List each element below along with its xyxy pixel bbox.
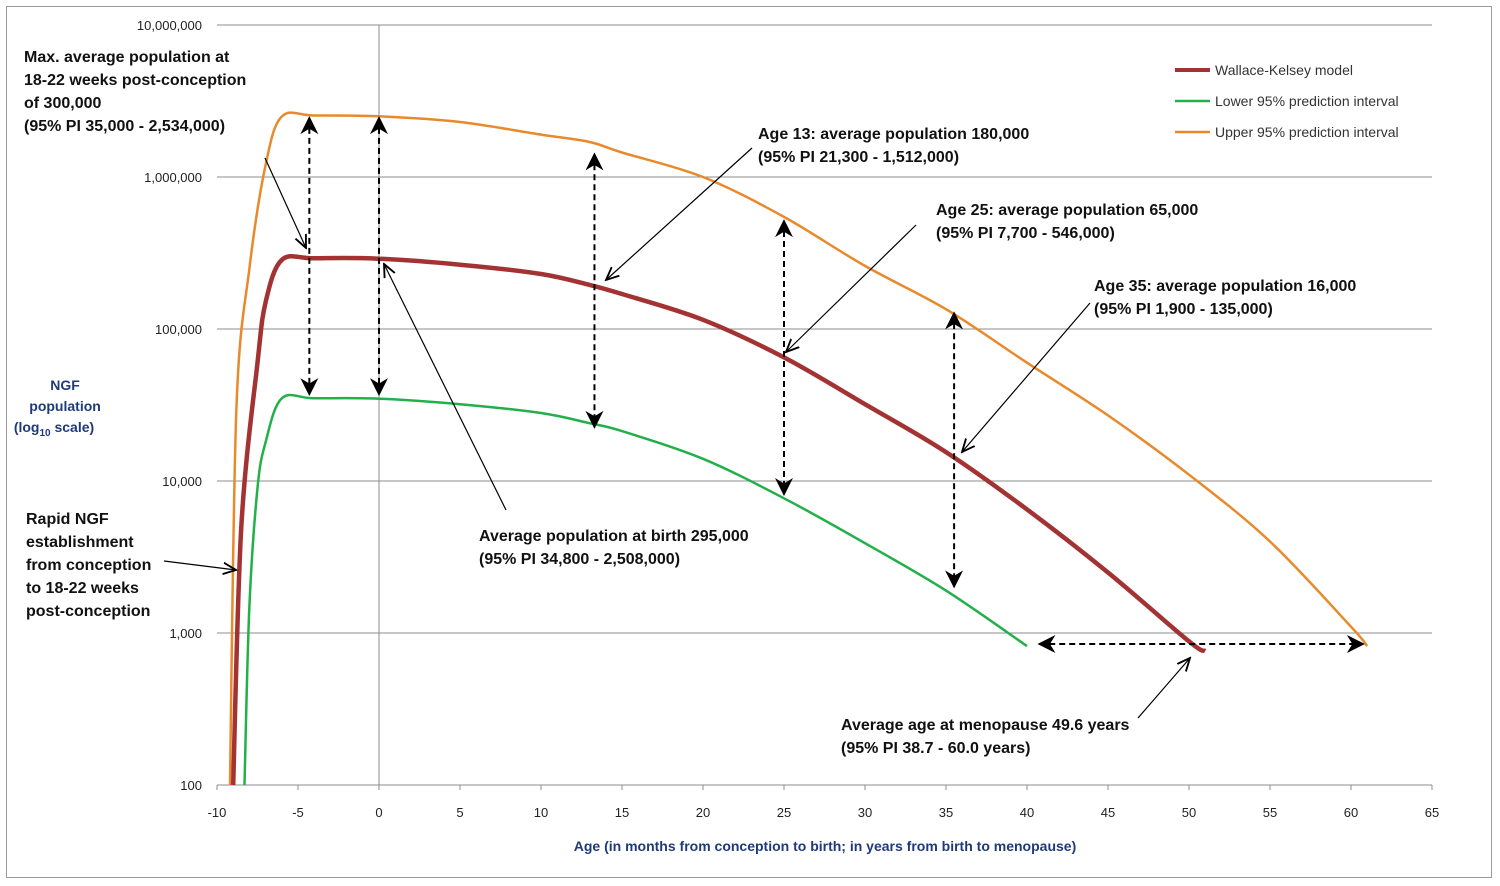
series-line-2 — [228, 111, 1369, 786]
annotation-age13-line2: (95% PI 21,300 - 1,512,000) — [758, 149, 959, 166]
x-tick-label-15: 65 — [1425, 805, 1439, 820]
leader-lines — [163, 147, 1190, 719]
legend-label-upper: Upper 95% prediction interval — [1215, 124, 1399, 140]
y-tick-labels: 100 1,000 10,000 100,000 1,000,000 10,000,000 — [137, 18, 202, 793]
annotation-birth-line2: (95% PI 34,800 - 2,508,000) — [479, 551, 680, 568]
x-axis-label: Age (in months from conception to birth;… — [574, 838, 1076, 854]
y-axis-label-line2: population — [29, 398, 101, 414]
annotation-max-line2: 18-22 weeks post-conception — [24, 72, 246, 89]
annotation-birth: Average population at birth 295,000 (95%… — [479, 528, 753, 568]
annotation-menopause-line1: Average age at menopause 49.6 years — [841, 717, 1130, 734]
x-tick-label-9: 35 — [939, 805, 953, 820]
x-tick-label-5: 15 — [615, 805, 629, 820]
leader-line-menopause — [1137, 658, 1190, 719]
x-tick-label-6: 20 — [696, 805, 710, 820]
leader-line-rapid — [163, 560, 236, 570]
x-tick-label-10: 40 — [1020, 805, 1034, 820]
y-tick-label-2: 10,000 — [162, 474, 202, 489]
leader-line-age25 — [786, 224, 917, 352]
leader-line-birth — [384, 264, 507, 511]
x-tick-label-13: 55 — [1263, 805, 1277, 820]
annotation-age35-line2: (95% PI 1,900 - 135,000) — [1094, 301, 1273, 318]
annotation-age35: Age 35: average population 16,000 (95% P… — [1094, 278, 1361, 318]
annotation-max-line3: of 300,000 — [24, 95, 101, 112]
range-arrows — [300, 116, 1365, 653]
x-tick-label-1: -5 — [292, 805, 304, 820]
annotation-rapid-line1: Rapid NGF — [26, 511, 109, 528]
x-tick-label-2: 0 — [375, 805, 382, 820]
y-tick-label-5: 10,000,000 — [137, 18, 202, 33]
y-tick-label-0: 100 — [180, 778, 202, 793]
y-tick-label-4: 1,000,000 — [144, 170, 202, 185]
annotation-rapid-line4: to 18-22 weeks — [26, 580, 139, 597]
annotation-max-population: Max. average population at 18-22 weeks p… — [24, 49, 251, 135]
x-tick-label-0: -10 — [208, 805, 227, 820]
x-tick-label-7: 25 — [777, 805, 791, 820]
x-tick-label-12: 50 — [1182, 805, 1196, 820]
leader-line-max — [264, 157, 306, 248]
x-tick-labels: -10 -5 0 5 10 15 20 25 30 35 40 45 50 55 60 65 — [208, 805, 1440, 820]
y-axis-label-line3b: scale) — [51, 419, 95, 435]
annotation-menopause-line2: (95% PI 38.7 - 60.0 years) — [841, 740, 1030, 757]
legend: Wallace-Kelsey model Lower 95% predictio… — [1175, 62, 1399, 140]
annotation-age25-line1: Age 25: average population 65,000 — [936, 202, 1198, 219]
y-axis-label-line1: NGF — [50, 377, 80, 393]
x-tick-label-4: 10 — [534, 805, 548, 820]
leader-line-age35 — [962, 302, 1091, 452]
y-axis-label: NGF population (log10 scale) — [14, 377, 105, 439]
annotation-rapid-establishment: Rapid NGF establishment from conception … — [26, 511, 156, 620]
x-tick-label-8: 30 — [858, 805, 872, 820]
legend-label-lower: Lower 95% prediction interval — [1215, 93, 1399, 109]
annotation-menopause: Average age at menopause 49.6 years (95%… — [841, 717, 1134, 757]
annotation-age25: Age 25: average population 65,000 (95% P… — [936, 202, 1203, 242]
annotation-age13: Age 13: average population 180,000 (95% … — [758, 126, 1034, 166]
annotation-rapid-line5: post-conception — [26, 603, 150, 620]
y-axis-label-subscript: 10 — [39, 428, 51, 439]
series-line-1 — [243, 393, 1028, 786]
y-tick-label-1: 1,000 — [169, 626, 202, 641]
x-tick-label-3: 5 — [456, 805, 463, 820]
x-tick-label-14: 60 — [1344, 805, 1358, 820]
x-tick-label-11: 45 — [1101, 805, 1115, 820]
annotation-rapid-line2: establishment — [26, 534, 134, 551]
y-axis-label-line3a: (log — [14, 419, 40, 435]
legend-label-model: Wallace-Kelsey model — [1215, 62, 1353, 78]
annotation-max-line1: Max. average population at — [24, 49, 230, 66]
annotation-birth-line1: Average population at birth 295,000 — [479, 528, 749, 545]
annotation-age25-line2: (95% PI 7,700 - 546,000) — [936, 225, 1115, 242]
annotation-max-line4: (95% PI 35,000 - 2,534,000) — [24, 118, 225, 135]
annotation-rapid-line3: from conception — [26, 557, 151, 574]
leader-line-age13 — [606, 147, 753, 280]
y-tick-label-3: 100,000 — [155, 322, 202, 337]
annotation-age35-line1: Age 35: average population 16,000 — [1094, 278, 1356, 295]
annotation-age13-line1: Age 13: average population 180,000 — [758, 126, 1029, 143]
